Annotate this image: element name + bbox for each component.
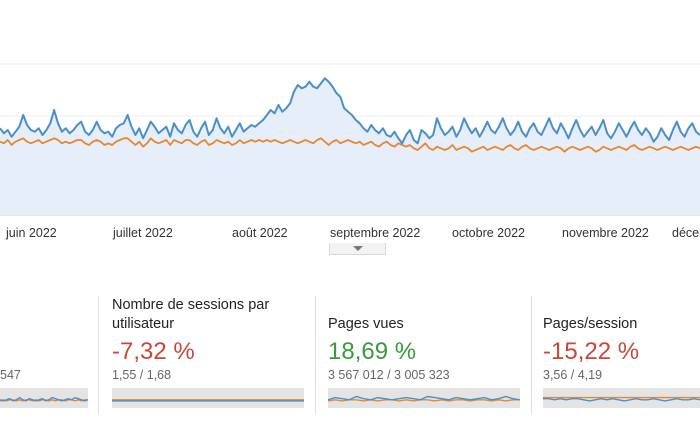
metric-percent-change: -7,32 % <box>112 338 195 365</box>
series-area-current <box>0 78 700 215</box>
metric-percent-change: -15,22 % <box>543 338 640 365</box>
metric-divider <box>98 296 99 414</box>
month-label-october: octobre 2022 <box>452 226 525 240</box>
metric-percent-change: 18,69 % <box>328 338 417 365</box>
month-label-august: août 2022 <box>232 226 288 240</box>
month-label-november: novembre 2022 <box>562 226 649 240</box>
metric-divider <box>531 296 532 414</box>
sparkline-background <box>112 388 304 408</box>
metric-comparison: 547 <box>0 368 21 382</box>
metric-comparison: 3,56 / 4,19 <box>543 368 603 382</box>
metric-title: Pages/session <box>543 316 638 332</box>
metric-sessions-per-user[interactable]: Nombre de sessions par utilisateur -7,32… <box>112 290 312 420</box>
month-label-july: juillet 2022 <box>113 226 173 240</box>
metric-divider <box>315 296 316 414</box>
sparkline-current <box>543 397 700 402</box>
month-label-december: déce <box>672 226 700 240</box>
sparkline-current <box>328 395 520 401</box>
metric-sparkline <box>543 388 700 408</box>
metric-sparkline <box>0 388 88 408</box>
metric-title: Nombre de sessions par utilisateur <box>112 297 270 332</box>
metric-sparkline <box>112 388 304 408</box>
metric-comparison: 1,55 / 1,68 <box>112 368 172 382</box>
caret-down-icon <box>353 246 363 251</box>
sparkline-current <box>0 396 88 402</box>
timeline-svg[interactable] <box>0 0 700 245</box>
metric-page-views[interactable]: Pages vues 18,69 % 3 567 012 / 3 005 323 <box>328 290 528 420</box>
metric-pages-per-session[interactable]: Pages/session -15,22 % 3,56 / 4,19 <box>543 290 700 420</box>
collapse-chart-toggle[interactable] <box>329 243 386 255</box>
sparkline-background <box>0 388 88 408</box>
sessions-timeline-chart: juin 2022 juillet 2022 août 2022 septemb… <box>0 0 700 245</box>
series-line-previous <box>0 137 700 153</box>
metric-partial[interactable]: 547 <box>0 290 95 420</box>
metric-comparison: 3 567 012 / 3 005 323 <box>328 368 450 382</box>
series-line-current <box>0 77 700 145</box>
month-label-june: juin 2022 <box>6 226 57 240</box>
sparkline-previous <box>328 399 520 402</box>
month-label-september: septembre 2022 <box>330 226 421 240</box>
metric-sparkline <box>328 388 520 408</box>
metric-title: Pages vues <box>328 316 404 332</box>
